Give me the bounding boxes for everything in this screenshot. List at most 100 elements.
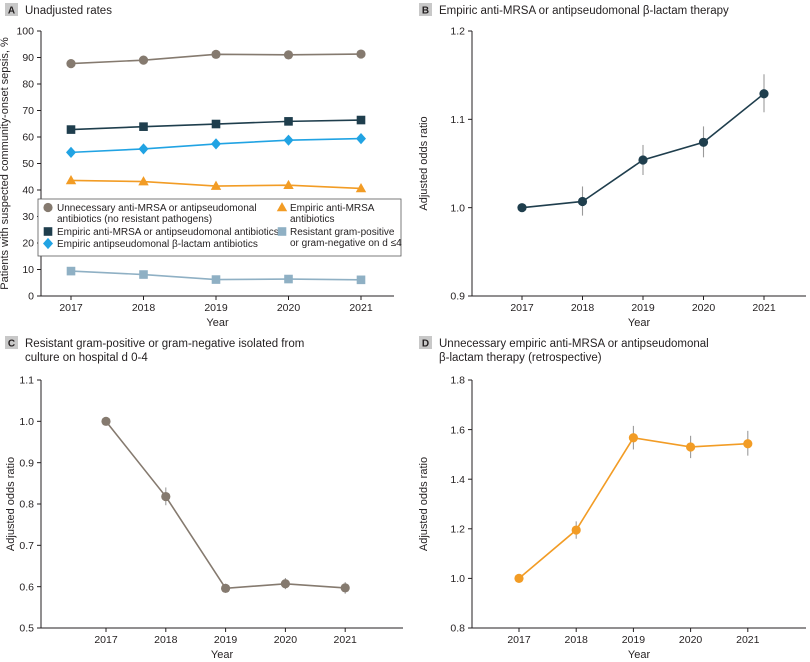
panel-a-legend-label: Empiric anti-MRSA or antipseudomonal ant…	[57, 227, 279, 238]
panel-b-data-point	[577, 196, 588, 207]
panel-a-y-tick-label: 20	[22, 238, 34, 250]
panel-a-y-tick-label: 40	[22, 185, 34, 197]
panel-a-legend-box	[37, 198, 402, 257]
panel-c-data-point	[221, 583, 231, 593]
panel-b-letter: B	[422, 6, 429, 17]
panel-b-y-tick-label: 1.0	[450, 202, 465, 214]
panel-a-legend-label: antibiotics	[290, 214, 334, 225]
panel-c-x-tick-label: 2017	[94, 634, 118, 646]
panel-a-series-3-point	[356, 115, 366, 125]
panel-a-y-tick-label: 80	[22, 79, 34, 91]
panel-a-series-1-point	[356, 49, 366, 59]
panel-a-legend-label: Resistant gram-positive	[290, 227, 395, 238]
panel-a-series-2-point	[210, 180, 222, 190]
panel-a-series-3-point	[284, 117, 293, 126]
panel-b-x-tick-label: 2020	[692, 302, 716, 314]
panel-a-series-4-point	[66, 266, 76, 276]
panel-a-series-4-point	[211, 275, 221, 284]
panel-d-x-tick-label: 2017	[507, 634, 531, 646]
panel-d-data-point	[686, 442, 696, 452]
panel-a-series-1-point	[66, 58, 76, 69]
panel-d-y-tick-label: 1.4	[450, 474, 465, 486]
panel-d-x-tick-label: 2019	[622, 634, 646, 646]
panel-c-y-tick-label: 0.8	[19, 499, 34, 511]
panel-c-x-tick-label: 2019	[214, 634, 238, 646]
panel-a-series-2-point	[283, 179, 294, 190]
panel-a-x-tick-label: 2017	[59, 302, 83, 314]
panel-a-legend-diamond-icon	[43, 237, 53, 250]
panel-d-data-point	[514, 573, 524, 584]
panel-a-legend-label: Empiric anti-MRSA	[290, 203, 375, 214]
panel-d-data-point	[628, 433, 639, 443]
panel-c-data-point	[340, 583, 350, 593]
panel-a-legend-label: Empiric antipseudomonal β-lactam antibio…	[57, 239, 258, 250]
panel-d-x-tick-label: 2021	[736, 634, 760, 646]
panel-a-legend-circle-icon	[43, 202, 53, 213]
panel-d-data-point	[571, 525, 581, 535]
panel-d-y-tick-label: 0.8	[450, 623, 465, 635]
panel-c-y-tick-label: 0.6	[19, 581, 34, 593]
panel-a-series-5-point	[66, 146, 76, 158]
panel-c-x-tick-label: 2018	[154, 634, 178, 646]
panel-a-axes: 0 10 20 30 40 50 60 70 80 90 100 2017 2018 2019 2020 20…	[0, 26, 394, 329]
panel-b-y-tick-label: 1.2	[450, 26, 465, 38]
panel-a-letter-box	[5, 3, 18, 16]
panel-c-letter-box	[5, 336, 18, 349]
panel-b-x-tick-label: 2019	[631, 302, 655, 314]
panel-d-y-tick-label: 1.6	[450, 424, 465, 436]
panel-c-y-tick-label: 0.9	[19, 457, 34, 469]
panel-b-axes: 0.9 1.0 1.1 1.2 2017 2018 2019 2020 2021 Year Adju…	[418, 26, 806, 329]
panel-a-legend-label: antibiotics (no resistant pathogens)	[57, 214, 212, 225]
panel-a-series-2-point	[65, 175, 77, 185]
panel-d-letter: D	[422, 339, 429, 350]
panel-b-y-tick-label: 0.9	[450, 291, 465, 303]
panel-c-x-tick-label: 2021	[334, 634, 358, 646]
panel-c-y-tick-label: 0.5	[19, 623, 34, 635]
panel-b-title: Empiric anti-MRSA or antipseudomonal β-l…	[439, 5, 729, 17]
panel-a-x-axis-title: Year	[206, 317, 229, 329]
panel-a-x-tick-label: 2019	[204, 302, 228, 314]
panel-d-x-axis-title: Year	[628, 649, 651, 661]
panel-d-y-tick-label: 1.0	[450, 573, 465, 585]
panel-a-legend-square-icon	[43, 227, 53, 236]
panel-c-x-axis-title: Year	[211, 649, 234, 661]
panel-a-series-1-point	[138, 55, 149, 65]
panel-c-title-line-1: Resistant gram-positive or gram-negative…	[25, 338, 304, 350]
panel-d-x-tick-label: 2020	[679, 634, 703, 646]
panel-a-y-tick-label: 0	[28, 291, 34, 303]
panel-a-y-tick-label: 100	[16, 26, 34, 38]
panel-b-x-tick-label: 2018	[571, 302, 595, 314]
panel-d-x-tick-label: 2018	[565, 634, 589, 646]
panel-c-series-line	[105, 420, 346, 590]
panel-a-series-4-point	[284, 274, 293, 284]
panel-a-legend-triangle-icon	[276, 202, 288, 212]
panel-c-data-point	[161, 491, 171, 502]
panel-c-data-point	[101, 416, 111, 426]
panel-a-series-4-point	[139, 270, 148, 279]
panel-c: C Resistant gram-positive or gram-negati…	[5, 336, 403, 661]
panel-c-y-tick-label: 0.7	[19, 540, 34, 552]
panel-d-title-line-2: β-lactam therapy (retrospective)	[439, 352, 602, 364]
panel-a-y-axis-title: Patients with suspected community-onset …	[0, 37, 11, 290]
panel-c-y-tick-label: 1.0	[19, 416, 34, 428]
panel-a-legend-label: or gram-negative on d ≤4	[290, 238, 402, 249]
panel-a-legend-square-icon	[277, 227, 287, 236]
panel-a-legend: Unnecessary anti-MRSA or antipseudomonal…	[37, 198, 402, 257]
panel-d-series-line	[518, 436, 748, 580]
panel-c-title-line-2: culture on hospital d 0-4	[25, 352, 148, 364]
panel-a-x-tick-label: 2021	[349, 302, 373, 314]
panel-c-letter: C	[8, 339, 15, 350]
panel-c-y-tick-label: 1.1	[19, 375, 34, 387]
panel-a-series-5-point	[356, 132, 366, 145]
panel-a-y-tick-label: 30	[22, 211, 34, 223]
panel-b-data-point	[759, 89, 769, 99]
panel-a-y-tick-label: 60	[22, 132, 34, 144]
panel-b-data-point	[638, 155, 648, 165]
panel-d-letter-box	[419, 336, 432, 349]
panel-c-data-point	[280, 579, 290, 589]
panel-a-series-3-point	[139, 122, 148, 131]
panel-a-series-2-point	[138, 176, 149, 186]
panel-a-series-5-point	[283, 134, 294, 146]
panel-a-series-5-point	[211, 138, 221, 150]
